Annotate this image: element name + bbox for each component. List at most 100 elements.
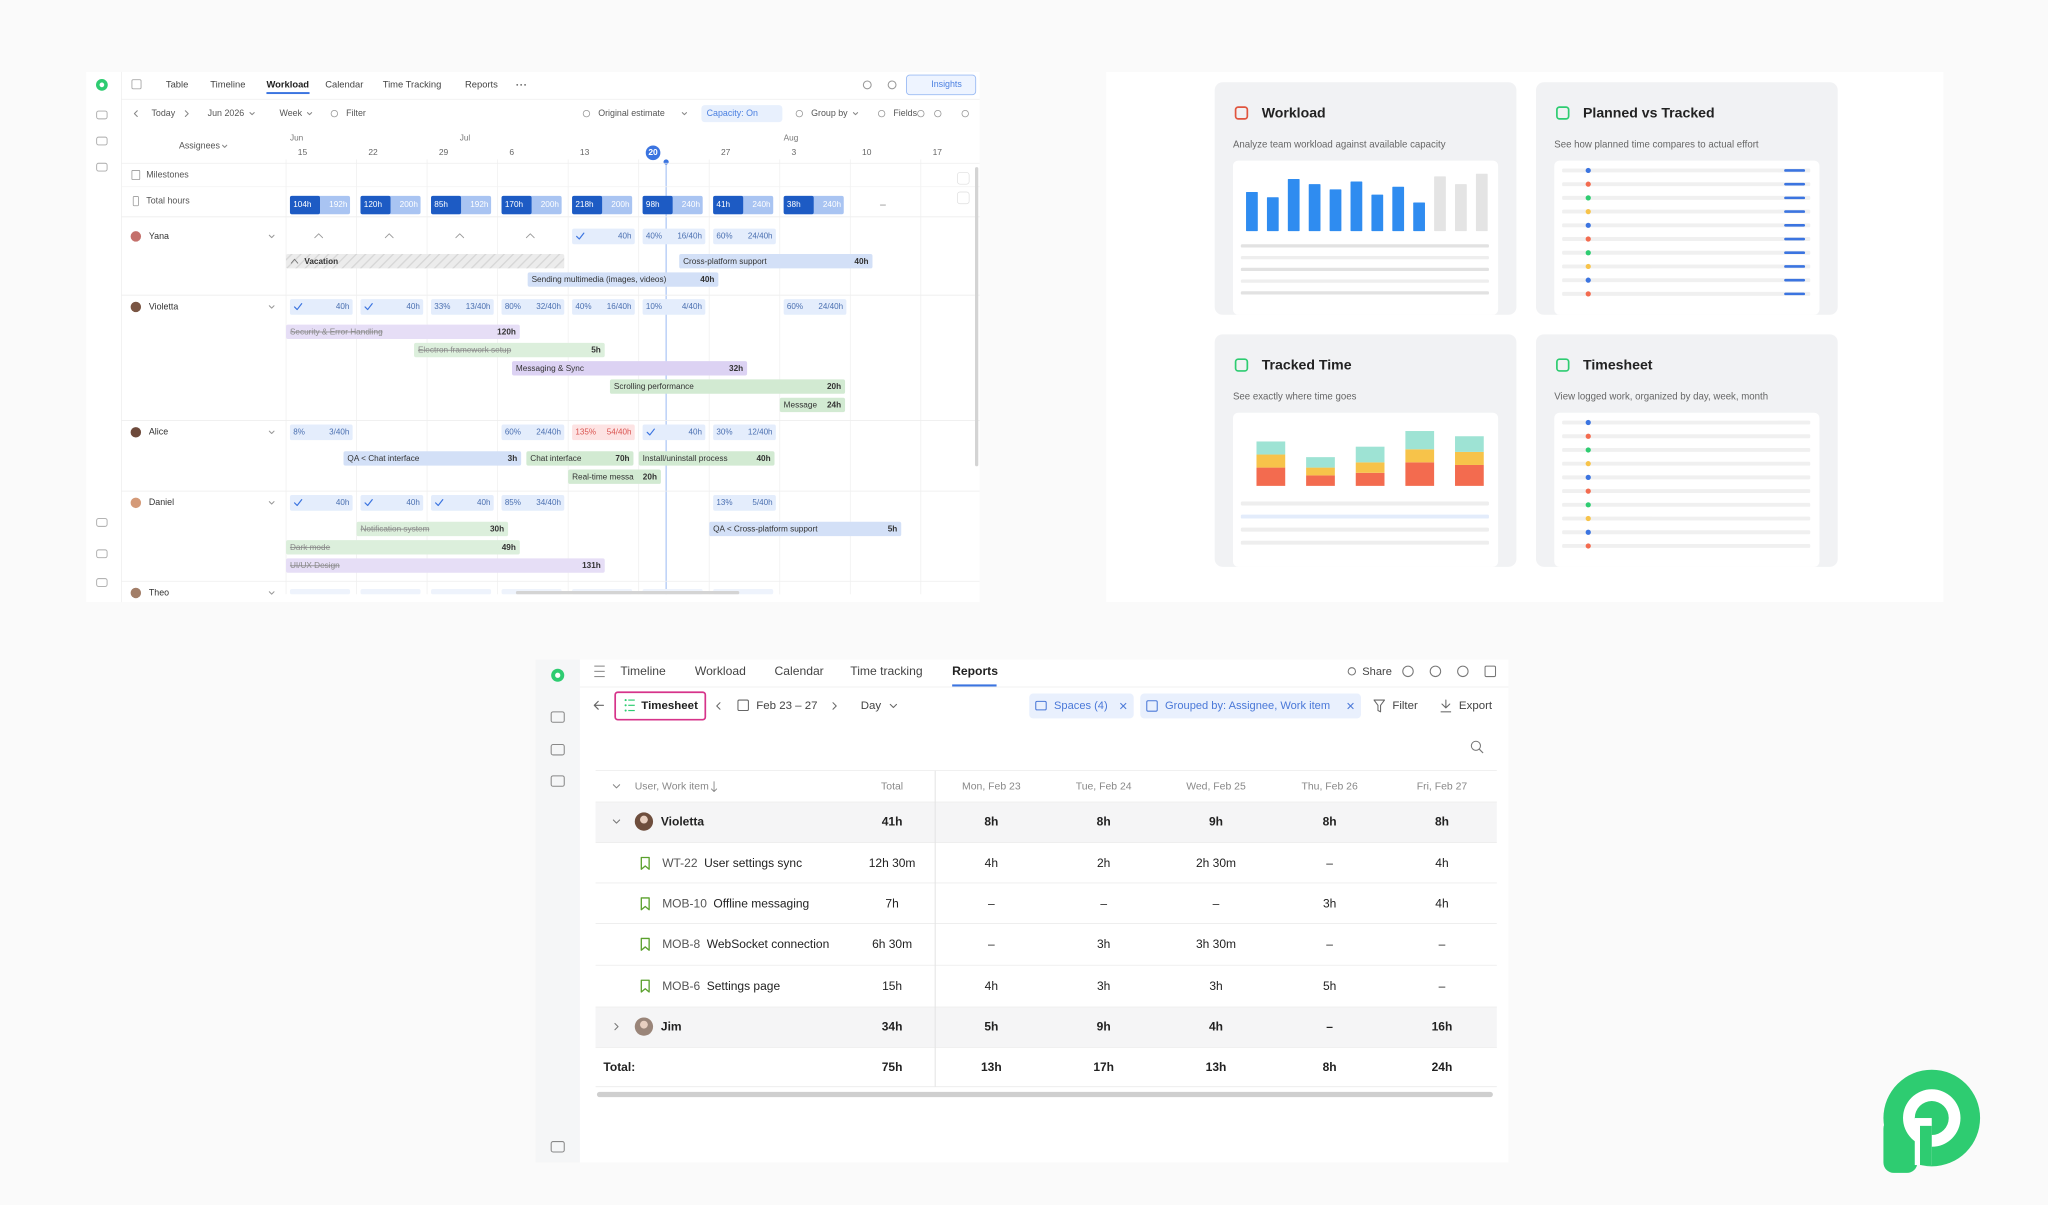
task-bar[interactable] — [527, 272, 719, 287]
work-item-key: WT-22 — [662, 856, 698, 870]
toolbar-item[interactable]: Filter — [346, 108, 366, 118]
assignee-name[interactable]: Jim — [661, 1019, 682, 1033]
assignees-filter[interactable]: Assignees — [179, 141, 221, 151]
thumb-bar — [1455, 436, 1484, 452]
chevron-icon — [133, 110, 138, 118]
tab[interactable]: Time tracking — [850, 664, 922, 678]
thumb-row — [1562, 489, 1811, 494]
tab[interactable]: Table — [166, 78, 188, 89]
toolbar-icon — [1402, 665, 1414, 678]
task-bar[interactable] — [286, 324, 520, 339]
task-bar[interactable] — [286, 254, 565, 269]
tab[interactable]: Time Tracking — [383, 78, 442, 89]
time-cell: – — [1100, 897, 1107, 911]
tab[interactable]: Timeline — [210, 78, 245, 89]
spaces-chip[interactable] — [1029, 693, 1134, 719]
group-chip[interactable] — [1140, 693, 1361, 719]
total-cell: 13h — [1206, 1060, 1227, 1074]
tab[interactable]: Workload — [695, 664, 746, 678]
tab[interactable]: Workload — [266, 78, 309, 89]
tab[interactable]: Calendar — [325, 78, 363, 89]
capacity-chip — [642, 424, 706, 441]
thumb-dot — [1585, 236, 1591, 242]
view-name[interactable]: Timesheet — [641, 700, 698, 712]
date-label: 3 — [792, 147, 797, 157]
export-button[interactable]: Export — [1459, 700, 1493, 712]
task-bar[interactable] — [679, 254, 873, 269]
task-bar[interactable] — [709, 521, 902, 537]
toolbar-item[interactable]: Today — [152, 108, 176, 118]
tab[interactable]: Calendar — [775, 664, 824, 678]
thumb-bar — [1392, 186, 1405, 232]
thumb-progress — [1784, 265, 1806, 268]
capacity-chip[interactable] — [701, 105, 783, 123]
share-button[interactable]: Share — [1362, 666, 1392, 678]
capacity-chip — [431, 299, 494, 315]
icon — [877, 109, 886, 118]
thumb-row — [1562, 264, 1811, 269]
task-label: Scrolling performance — [614, 382, 694, 391]
capacity-chip — [572, 424, 635, 441]
assignee-name[interactable]: Violetta — [661, 814, 704, 828]
zoom-in[interactable] — [957, 172, 970, 185]
filter-button[interactable]: Filter — [1392, 700, 1418, 712]
task-bar[interactable] — [356, 521, 509, 537]
view-selector[interactable] — [614, 691, 707, 721]
capacity-placeholder — [289, 589, 351, 595]
total-capacity: 240h — [752, 200, 771, 209]
work-item[interactable]: MOB-6 Settings page — [662, 979, 780, 993]
work-item[interactable]: WT-22 User settings sync — [662, 856, 802, 870]
task-bar[interactable] — [568, 469, 661, 484]
thumb-bar — [1455, 451, 1484, 465]
capacity-percent: 8% — [293, 427, 305, 436]
check-icon — [364, 303, 373, 311]
time-cell: – — [1326, 1019, 1333, 1033]
thumb-bar — [1405, 431, 1435, 450]
zoom-out[interactable] — [957, 191, 970, 205]
task-bar[interactable] — [343, 451, 522, 466]
task-label: Notification system — [360, 525, 429, 534]
work-item-key: MOB-6 — [662, 979, 700, 993]
thumb-row — [1562, 502, 1811, 507]
thumb-row — [1240, 255, 1489, 260]
tab[interactable]: Timeline — [620, 664, 666, 678]
icon — [917, 109, 925, 118]
date-label: 10 — [862, 147, 872, 157]
task-bar[interactable] — [779, 397, 846, 413]
task-bar[interactable] — [286, 558, 605, 573]
task-bar[interactable] — [286, 540, 520, 555]
date-range[interactable]: Feb 23 – 27 — [756, 700, 817, 712]
toolbar-item[interactable]: Jun 2026 — [208, 108, 245, 118]
period-selector[interactable]: Day — [861, 700, 882, 712]
work-item[interactable]: MOB-10 Offline messaging — [662, 897, 809, 911]
total-chip-used — [572, 195, 603, 215]
capacity-percent: 60% — [505, 427, 521, 436]
toolbar-item[interactable]: Original estimate — [598, 108, 665, 118]
task-bar[interactable] — [414, 342, 605, 358]
task-bar[interactable] — [609, 379, 846, 394]
insights-button[interactable] — [905, 74, 977, 96]
toolbar-item[interactable]: Group by — [811, 108, 848, 118]
time-cell: 9h — [1209, 814, 1223, 828]
thumb-row — [1562, 434, 1811, 439]
task-bar[interactable] — [526, 451, 634, 466]
card-description: See exactly where time goes — [1233, 392, 1357, 403]
toolbar-item[interactable]: Fields — [893, 108, 917, 118]
work-item[interactable]: MOB-8 WebSocket connection — [662, 937, 829, 951]
task-bar[interactable] — [511, 361, 748, 376]
time-cell: 6h 30m — [872, 937, 912, 951]
scrollbar — [596, 1091, 1493, 1098]
thumb-dot — [1585, 195, 1591, 201]
tab[interactable]: Reports — [465, 78, 498, 89]
tab[interactable]: Reports — [952, 664, 998, 678]
person-name: Theo — [149, 587, 169, 597]
thumb-row — [1240, 527, 1489, 532]
filter-icon — [1373, 699, 1386, 713]
capacity-hours: 40h — [336, 498, 349, 507]
close-icon — [1347, 702, 1354, 710]
toolbar-item[interactable]: Week — [280, 108, 303, 118]
task-bar[interactable] — [638, 451, 775, 466]
toolbar-item[interactable]: Capacity: On — [707, 108, 758, 118]
toolbar-item[interactable]: Insights — [931, 79, 962, 89]
person-name: Daniel — [149, 497, 174, 507]
